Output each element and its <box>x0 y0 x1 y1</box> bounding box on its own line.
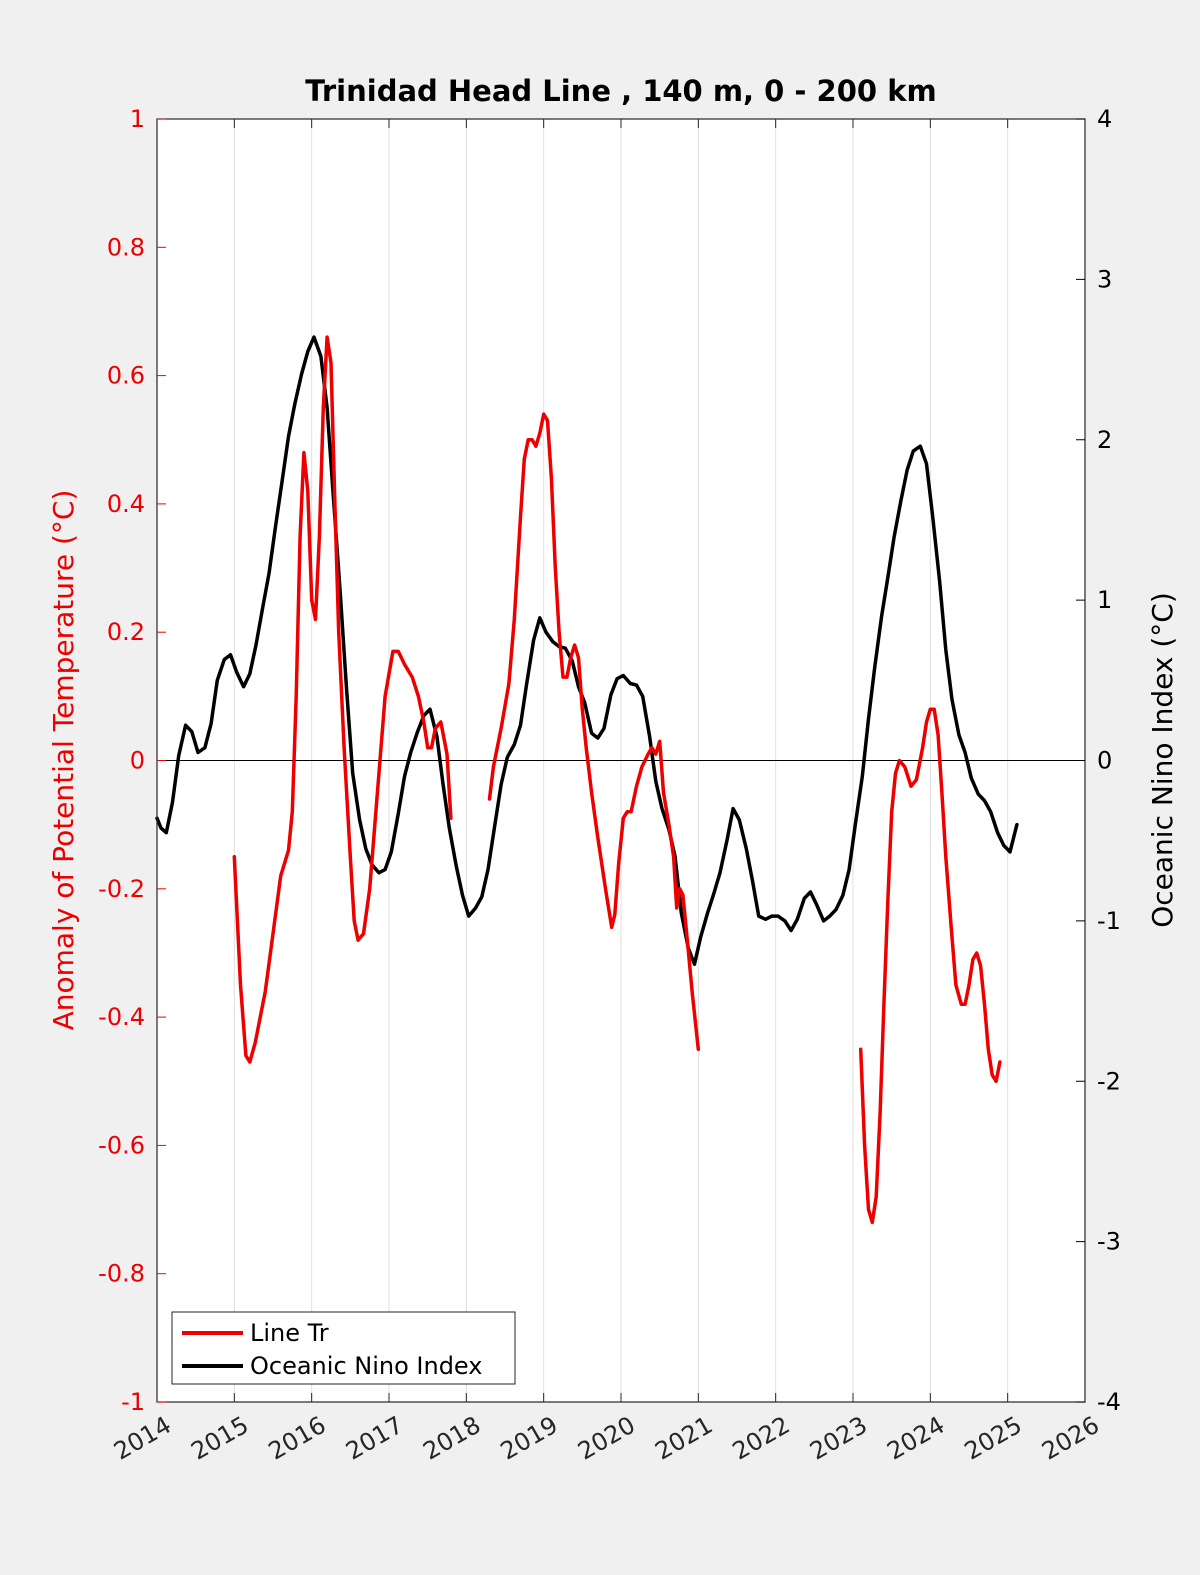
y-right-tick-label: 2 <box>1097 426 1112 454</box>
x-tick-label: 2014 <box>109 1411 176 1466</box>
y-right-tick-label: 0 <box>1097 747 1112 775</box>
y-left-tick-label: 0.6 <box>107 362 145 390</box>
y-left-tick-label: -0.6 <box>98 1131 145 1159</box>
y-axis-right: -4 -3 -2 -1 0 1 2 3 4 <box>1076 105 1121 1416</box>
y-right-tick-label: 3 <box>1097 265 1112 293</box>
y-axis-left-label: Anomaly of Potential Temperature (°C) <box>47 490 80 1031</box>
series-line-tr-segment-1 <box>487 412 701 1051</box>
x-tick-label: 2015 <box>186 1411 253 1466</box>
x-tick-label: 2026 <box>1037 1411 1104 1466</box>
x-tick-label: 2021 <box>650 1411 717 1466</box>
series-line-tr-segment-0 <box>232 335 453 1064</box>
y-left-tick-label: 1 <box>130 105 145 133</box>
y-right-tick-label: -1 <box>1097 907 1121 935</box>
y-left-tick-label: 0.8 <box>107 233 145 261</box>
y-right-tick-label: -4 <box>1097 1388 1121 1416</box>
legend-box <box>171 1311 516 1385</box>
y-left-tick-label: -0.8 <box>98 1260 145 1288</box>
y-left-tick-label: 0 <box>130 747 145 775</box>
x-tick-label: 2019 <box>496 1411 563 1466</box>
series-layer <box>155 335 1019 1225</box>
legend-label-oni: Oceanic Nino Index <box>250 1352 482 1380</box>
y-left-tick-label: -0.4 <box>98 1003 145 1031</box>
x-tick-label: 2016 <box>264 1411 331 1466</box>
y-left-tick-label: 0.4 <box>107 490 145 518</box>
y-left-tick-label: -1 <box>121 1388 145 1416</box>
x-tick-label: 2017 <box>341 1411 408 1466</box>
x-tick-label: 2018 <box>418 1411 485 1466</box>
legend-label-line-tr: Line Tr <box>250 1319 329 1347</box>
y-axis-right-label: Oceanic Nino Index (°C) <box>1146 592 1179 928</box>
x-tick-label: 2022 <box>728 1411 795 1466</box>
x-tick-label: 2020 <box>573 1411 640 1466</box>
y-left-tick-label: 0.2 <box>107 618 145 646</box>
y-right-tick-label: 4 <box>1097 105 1112 133</box>
y-right-tick-label: -3 <box>1097 1228 1121 1256</box>
y-axis-left: -1 -0.8 -0.6 -0.4 -0.2 0 0.2 0.4 0.6 0.8 1 <box>98 105 166 1416</box>
series-oni-segment-0 <box>155 335 1019 966</box>
x-tick-label: 2023 <box>805 1411 872 1466</box>
y-right-tick-label: -2 <box>1097 1067 1121 1095</box>
y-left-tick-label: -0.2 <box>98 875 145 903</box>
chart-title: Trinidad Head Line , 140 m, 0 - 200 km <box>305 74 936 108</box>
legend: Line Tr Oceanic Nino Index <box>171 1311 516 1385</box>
series-line-tr-segment-2 <box>858 707 1002 1225</box>
y-right-tick-label: 1 <box>1097 586 1112 614</box>
x-tick-label: 2025 <box>960 1411 1027 1466</box>
x-tick-label: 2024 <box>882 1411 949 1466</box>
